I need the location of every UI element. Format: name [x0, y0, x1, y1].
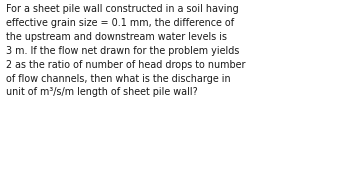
Text: For a sheet pile wall constructed in a soil having
effective grain size = 0.1 mm: For a sheet pile wall constructed in a s… [6, 4, 246, 97]
